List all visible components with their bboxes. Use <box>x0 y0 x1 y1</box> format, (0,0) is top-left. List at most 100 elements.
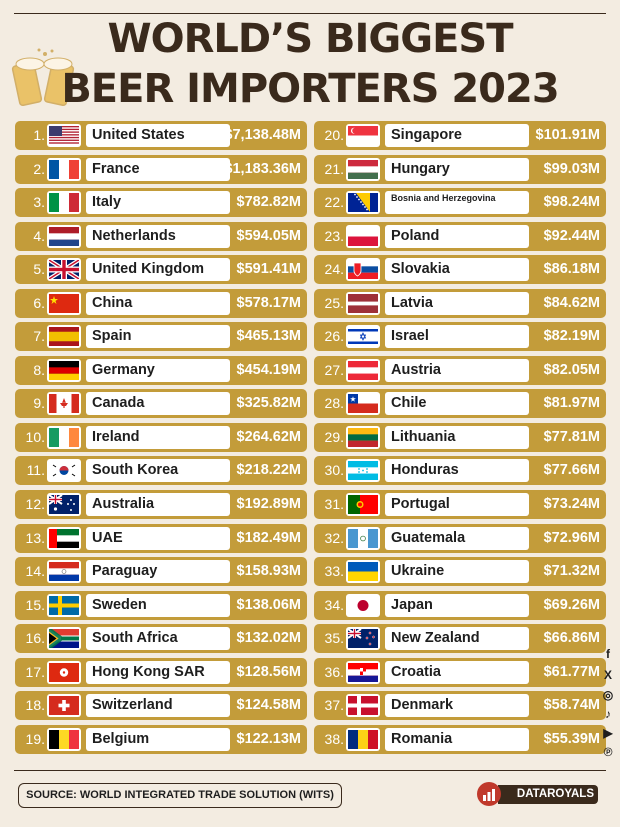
rank-label: 18. <box>25 697 45 714</box>
x-icon[interactable]: X <box>603 668 612 682</box>
import-value: $124.58M <box>236 697 302 714</box>
import-value: $99.03M <box>543 160 600 177</box>
import-value: $61.77M <box>543 663 600 680</box>
import-value: $7,138.48M <box>224 127 301 143</box>
rank-label: 4. <box>33 227 45 244</box>
flag-at-icon <box>346 358 380 382</box>
country-name: Switzerland <box>86 694 230 718</box>
flag-hu-icon <box>346 157 380 181</box>
flag-ch-icon <box>47 694 81 718</box>
flag-us-icon <box>47 124 81 147</box>
import-value: $55.39M <box>543 730 600 747</box>
import-value: $58.74M <box>543 697 600 714</box>
rank-label: 32. <box>324 529 344 546</box>
list-item: 25. Latvia $84.62M <box>314 288 606 318</box>
country-name: United States <box>86 124 230 147</box>
ranking-list-left: 1. United States $7,138.48M 2. France $1,183.… <box>15 121 307 758</box>
brand-emblem-icon <box>477 782 501 806</box>
flag-fr-icon <box>47 157 81 181</box>
import-value: $182.49M <box>236 529 302 546</box>
import-value: $578.17M <box>236 294 302 311</box>
rank-label: 37. <box>324 697 344 714</box>
list-item: 8. Germany $454.19M <box>15 355 307 385</box>
import-value: $66.86M <box>543 630 600 647</box>
list-item: 12. Australia $192.89M <box>15 490 307 520</box>
pinterest-icon[interactable]: ℗ <box>603 745 613 759</box>
import-value: $82.19M <box>543 328 600 345</box>
list-item: 2. France $1,183.36M <box>15 154 307 184</box>
flag-sg-icon <box>346 124 380 147</box>
list-item: 33. Ukraine $71.32M <box>314 557 606 587</box>
rank-label: 6. <box>33 294 45 311</box>
import-value: $264.62M <box>236 428 302 445</box>
youtube-icon[interactable]: ▶ <box>603 726 613 740</box>
country-name: Croatia <box>385 660 529 684</box>
flag-nl-icon <box>47 224 81 248</box>
list-item: 13. UAE $182.49M <box>15 523 307 553</box>
country-name: Australia <box>86 493 230 517</box>
list-item: 15. Sweden $138.06M <box>15 590 307 620</box>
rank-label: 24. <box>324 261 344 278</box>
rank-label: 38. <box>324 730 344 747</box>
facebook-icon[interactable]: f <box>606 647 610 661</box>
import-value: $454.19M <box>236 361 302 378</box>
rank-label: 21. <box>324 160 344 177</box>
list-item: 17. Hong Kong SAR $128.56M <box>15 657 307 687</box>
list-item: 38. Romania $55.39M <box>314 724 606 754</box>
country-name: Spain <box>86 325 230 349</box>
country-name: Slovakia <box>385 258 529 282</box>
country-name: United Kingdom <box>86 258 230 282</box>
flag-dk-icon <box>346 694 380 718</box>
list-item: 3. Italy $782.82M <box>15 188 307 218</box>
tiktok-icon[interactable]: ♪ <box>605 707 611 721</box>
country-name: Latvia <box>385 291 529 315</box>
list-item: 28. Chile $81.97M <box>314 389 606 419</box>
list-item: 7. Spain $465.13M <box>15 322 307 352</box>
import-value: $782.82M <box>236 194 302 211</box>
rank-label: 14. <box>25 563 45 580</box>
list-item: 26. Israel $82.19M <box>314 322 606 352</box>
rank-label: 5. <box>33 261 45 278</box>
rank-label: 17. <box>25 663 45 680</box>
import-value: $77.81M <box>543 428 600 445</box>
flag-il-icon <box>346 325 380 349</box>
import-value: $72.96M <box>543 529 600 546</box>
list-item: 24. Slovakia $86.18M <box>314 255 606 285</box>
country-name: Hong Kong SAR <box>86 660 230 684</box>
country-name: Bosnia and Herzegovina <box>385 191 529 215</box>
import-value: $86.18M <box>543 261 600 278</box>
list-item: 20. Singapore $101.91M <box>314 121 606 150</box>
flag-cn-icon <box>47 291 81 315</box>
country-name: Honduras <box>385 459 529 483</box>
flag-gb-icon <box>47 258 81 282</box>
rank-label: 20. <box>324 127 344 143</box>
country-name: Japan <box>385 593 529 617</box>
country-name: Lithuania <box>385 425 529 449</box>
country-name: Italy <box>86 191 230 215</box>
flag-nz-icon <box>346 627 380 651</box>
flag-es-icon <box>47 325 81 349</box>
flag-jp-icon <box>346 593 380 617</box>
rank-label: 16. <box>25 630 45 647</box>
country-name: Sweden <box>86 593 230 617</box>
flag-py-icon <box>47 560 81 584</box>
country-name: Chile <box>385 392 529 416</box>
country-name: UAE <box>86 526 230 550</box>
flag-gt-icon <box>346 526 380 550</box>
list-item: 4. Netherlands $594.05M <box>15 221 307 251</box>
instagram-icon[interactable]: ◎ <box>602 688 614 702</box>
rank-label: 34. <box>324 596 344 613</box>
import-value: $128.56M <box>236 663 302 680</box>
rank-label: 12. <box>25 496 45 513</box>
import-value: $122.13M <box>236 730 302 747</box>
flag-hr-icon <box>346 660 380 684</box>
list-item: 32. Guatemala $72.96M <box>314 523 606 553</box>
list-item: 34. Japan $69.26M <box>314 590 606 620</box>
rank-label: 23. <box>324 227 344 244</box>
list-item: 5. United Kingdom $591.41M <box>15 255 307 285</box>
import-value: $69.26M <box>543 596 600 613</box>
import-value: $73.24M <box>543 496 600 513</box>
rank-label: 30. <box>324 462 344 479</box>
rank-label: 35. <box>324 630 344 647</box>
flag-pl-icon <box>346 224 380 248</box>
